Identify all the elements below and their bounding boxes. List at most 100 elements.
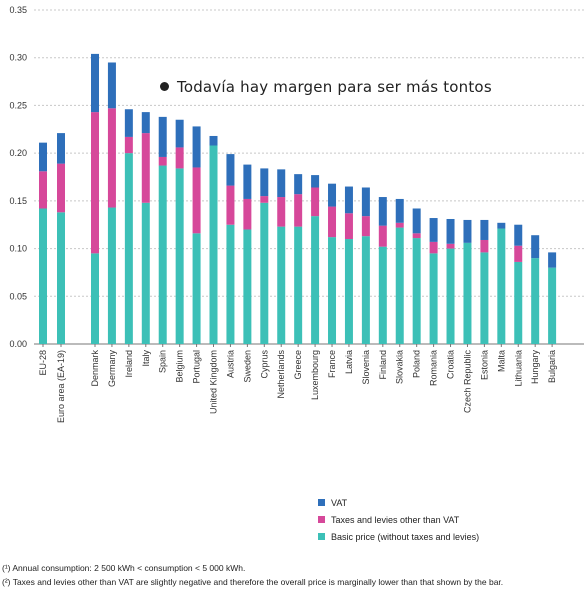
bar-segment [124, 109, 133, 137]
bar-segment [107, 108, 116, 208]
bar-segment [344, 186, 353, 214]
x-tick-label: Estonia [479, 350, 489, 380]
bar-segment [294, 226, 303, 344]
legend-swatch-basic-price [318, 533, 325, 540]
bar-segment [39, 171, 47, 209]
bar-segment [141, 202, 150, 344]
bar-segment [175, 168, 184, 344]
bar-segment [277, 197, 286, 227]
legend: VAT Taxes and levies other than VAT Basi… [318, 494, 479, 545]
bar-segment [141, 133, 150, 203]
legend-swatch-vat [318, 499, 325, 506]
bar-segment [107, 62, 116, 109]
bar-segment [446, 243, 455, 249]
bar-segment [514, 224, 523, 246]
y-tick-label: 0.05 [9, 291, 27, 301]
bar-segment [39, 142, 47, 172]
bar-segment [497, 228, 506, 344]
x-tick-label: Greece [293, 350, 303, 380]
x-tick-label: Finland [378, 350, 388, 380]
x-tick-label: Austria [225, 350, 235, 378]
x-tick-label: Slovakia [395, 350, 405, 384]
y-tick-label: 0.15 [9, 196, 27, 206]
bar-segment [463, 242, 472, 344]
bar-segment [548, 252, 557, 268]
x-tick-label: Malta [496, 350, 506, 372]
bar-segment [226, 224, 235, 344]
bar-segment [311, 175, 320, 188]
y-tick-label: 0.10 [9, 244, 27, 254]
x-tick-label: Latvia [344, 350, 354, 374]
bar-segment [277, 226, 286, 344]
bar-segment [294, 194, 303, 227]
x-tick-label: Croatia [446, 350, 456, 379]
footnote-1: (¹) Annual consumption: 2 500 kWh < cons… [2, 563, 246, 573]
bar-segment [141, 112, 150, 134]
bar-segment [429, 253, 438, 344]
bar-segment [328, 183, 337, 207]
bar-segment [57, 133, 65, 164]
bar-segment [91, 53, 99, 113]
bar-segment [344, 213, 353, 240]
legend-item-basic-price: Basic price (without taxes and levies) [318, 528, 479, 545]
bar-segment [192, 233, 201, 344]
x-tick-label: Lithuania [513, 350, 523, 387]
y-axis: 0.00 0.05 0.10 0.15 0.20 0.25 0.30 0.35 [9, 5, 27, 349]
bar-segment [311, 187, 320, 217]
x-tick-label: Czech Republic [462, 350, 472, 414]
bar-segment [243, 164, 252, 199]
x-tick-label: Netherlands [276, 350, 286, 399]
bar-segment [378, 197, 387, 226]
bar-segment [158, 165, 167, 344]
bar-segment [412, 238, 421, 344]
legend-item-taxes: Taxes and levies other than VAT [318, 511, 479, 528]
bullet-icon [160, 82, 169, 91]
bar-segment [548, 267, 557, 344]
bar-segment [209, 145, 218, 344]
bar-segment [175, 119, 184, 148]
bar-segment [39, 208, 47, 344]
bar-segment [260, 168, 269, 197]
bar-segment [226, 154, 235, 186]
y-tick-label: 0.00 [9, 339, 27, 349]
x-tick-label: Ireland [124, 350, 134, 378]
bar-segment [158, 116, 167, 157]
bar-segment [91, 112, 99, 254]
bar-segment [446, 248, 455, 344]
bar-segment [158, 156, 167, 166]
bar-segment [446, 218, 455, 244]
bar-segment [175, 147, 184, 169]
bar-segment [57, 163, 65, 213]
bar-segment [361, 187, 370, 217]
x-tick-label: Spain [158, 350, 168, 373]
bar-segment [395, 198, 404, 223]
bar-segment [124, 153, 133, 344]
bars [39, 53, 557, 344]
bar-segment [531, 258, 540, 344]
bar-segment [226, 185, 235, 225]
bar-segment [429, 241, 438, 254]
x-tick-label: Euro area (EA-19) [56, 350, 66, 423]
bar-segment [192, 167, 201, 234]
bar-segment [514, 261, 523, 344]
bar-segment [209, 135, 218, 146]
bar-segment [107, 207, 116, 344]
bar-segment [395, 222, 404, 228]
bar-segment [497, 222, 506, 229]
bar-segment [243, 229, 252, 344]
bar-segment [311, 216, 320, 344]
x-tick-label: Romania [429, 350, 439, 386]
bar-segment [480, 239, 489, 253]
x-tick-label: Italy [141, 350, 151, 367]
footnotes: (¹) Annual consumption: 2 500 kWh < cons… [2, 561, 503, 589]
bar-segment [192, 126, 201, 168]
bar-segment [124, 136, 133, 154]
bar-segment [91, 253, 99, 344]
x-tick-label: Poland [412, 350, 422, 378]
bar-segment [378, 225, 387, 247]
bar-segment [412, 233, 421, 239]
annotation-text: Todavía hay margen para ser más tontos [177, 78, 492, 96]
bar-segment [412, 208, 421, 234]
x-tick-label: Slovenia [361, 350, 371, 385]
legend-swatch-taxes [318, 516, 325, 523]
